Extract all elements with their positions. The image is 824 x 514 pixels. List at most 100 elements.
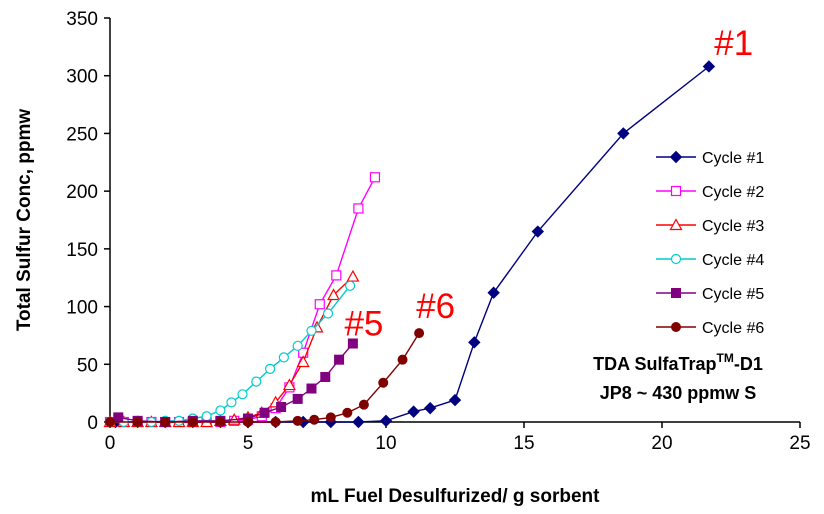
data-point — [314, 299, 325, 310]
legend-entry: Cycle #6 — [656, 320, 764, 337]
data-point — [617, 127, 630, 140]
x-tick-label: 5 — [243, 433, 254, 454]
annotation-label: #5 — [344, 304, 383, 343]
legend-entry: Cycle #4 — [656, 252, 764, 269]
legend-entry: Cycle #1 — [656, 150, 764, 167]
data-point — [187, 417, 198, 427]
y-ticks: 0 50 100 150 200 250 300 350 — [66, 9, 110, 434]
data-point — [487, 286, 500, 299]
data-point — [423, 401, 437, 415]
data-point — [353, 203, 364, 214]
data-point — [414, 328, 425, 339]
data-point — [334, 354, 345, 365]
data-point — [407, 405, 420, 418]
legend-label: Cycle #5 — [702, 286, 764, 303]
series-5 — [113, 338, 358, 427]
data-point — [448, 393, 462, 407]
data-point — [397, 354, 408, 365]
info-box-line1: TDA SulfaTrapTM-D1 — [593, 351, 763, 374]
legend-label: Cycle #1 — [702, 150, 764, 167]
data-point — [320, 371, 331, 382]
data-point — [243, 417, 253, 427]
legend-label: Cycle #2 — [702, 184, 764, 201]
series-6 — [105, 328, 425, 427]
data-point — [306, 325, 317, 336]
y-tick-label: 250 — [66, 124, 98, 145]
data-point — [215, 405, 226, 416]
data-point — [270, 417, 281, 427]
x-axis-title: mL Fuel Desulfurized/ g sorbent — [311, 486, 601, 507]
y-tick-label: 200 — [66, 182, 98, 203]
data-point — [531, 225, 545, 238]
y-tick-label: 50 — [77, 355, 98, 376]
data-point — [292, 415, 303, 426]
legend-entry: Cycle #3 — [656, 218, 764, 235]
x-ticks: 0 5 10 15 20 25 — [105, 422, 811, 454]
info-box-line2: JP8 ~ 430 ppmw S — [600, 383, 757, 403]
data-point — [132, 417, 143, 427]
series-layer — [103, 60, 716, 429]
data-point — [322, 308, 334, 319]
data-point — [215, 417, 226, 427]
data-point — [342, 407, 353, 418]
legend-marker — [670, 185, 682, 197]
x-tick-label: 25 — [789, 433, 810, 454]
y-axis-title: Total Sulfur Conc, ppmw — [14, 109, 35, 332]
legend-label: Cycle #4 — [702, 252, 764, 269]
data-point — [105, 417, 115, 427]
data-point — [296, 355, 310, 368]
y-tick-label: 100 — [66, 298, 98, 319]
y-tick-label: 0 — [87, 413, 98, 434]
data-point — [276, 401, 287, 412]
info-box-product: TDA SulfaTrap — [593, 354, 716, 374]
data-point — [379, 414, 393, 428]
data-point — [702, 60, 716, 73]
legend: Cycle #1 Cycle #2 Cycle #3 Cycle #4 Cycle #5… — [656, 150, 764, 337]
legend-marker — [671, 288, 681, 298]
data-point — [306, 383, 317, 394]
data-point — [325, 412, 336, 423]
legend-marker — [669, 218, 683, 231]
legend-label: Cycle #6 — [702, 320, 764, 337]
data-point — [378, 377, 389, 388]
data-point — [259, 407, 270, 418]
data-point — [327, 288, 341, 301]
x-tick-label: 20 — [651, 433, 672, 454]
data-point — [347, 338, 358, 349]
data-point — [282, 378, 296, 391]
annotation-label: #1 — [714, 24, 753, 63]
info-box-trademark: TM — [717, 351, 734, 365]
legend-marker — [671, 322, 681, 332]
data-point — [346, 269, 360, 282]
data-point — [369, 172, 381, 183]
data-point — [251, 376, 262, 387]
data-point — [160, 417, 171, 427]
annotations: #1 #5 #6 — [344, 24, 753, 343]
data-point — [226, 397, 237, 408]
data-point — [201, 411, 212, 422]
series-5-line — [118, 343, 354, 423]
data-point — [292, 340, 303, 351]
legend-entry: Cycle #2 — [656, 184, 764, 201]
x-tick-label: 15 — [513, 433, 534, 454]
data-point — [345, 280, 356, 291]
info-box-suffix: -D1 — [734, 354, 763, 374]
data-point — [264, 363, 276, 375]
data-point — [468, 336, 481, 349]
data-point — [358, 399, 369, 410]
data-point — [331, 270, 342, 281]
legend-marker — [670, 253, 682, 265]
y-tick-label: 350 — [66, 9, 98, 30]
data-point — [237, 389, 248, 400]
y-tick-label: 300 — [66, 67, 98, 88]
data-point — [309, 414, 320, 425]
legend-entry: Cycle #5 — [656, 286, 764, 303]
annotation-label: #6 — [416, 287, 455, 326]
y-tick-label: 150 — [66, 240, 98, 261]
data-point — [292, 393, 303, 404]
legend-label: Cycle #3 — [702, 218, 764, 235]
legend-marker — [669, 150, 683, 164]
x-tick-label: 10 — [375, 433, 396, 454]
data-point — [352, 415, 365, 429]
